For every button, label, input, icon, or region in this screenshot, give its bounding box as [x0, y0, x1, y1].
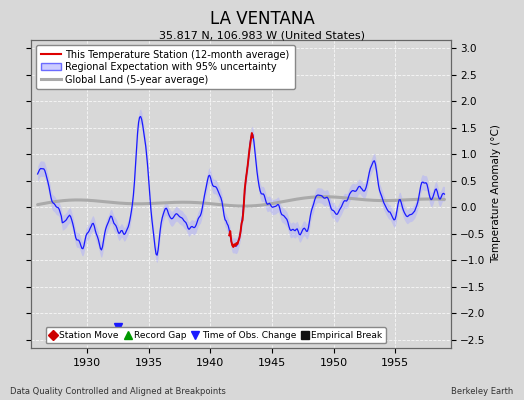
Legend: Station Move, Record Gap, Time of Obs. Change, Empirical Break: Station Move, Record Gap, Time of Obs. C…	[46, 327, 386, 344]
Text: 35.817 N, 106.983 W (United States): 35.817 N, 106.983 W (United States)	[159, 30, 365, 40]
Text: Berkeley Earth: Berkeley Earth	[451, 387, 514, 396]
Text: Data Quality Controlled and Aligned at Breakpoints: Data Quality Controlled and Aligned at B…	[10, 387, 226, 396]
Y-axis label: Temperature Anomaly (°C): Temperature Anomaly (°C)	[492, 124, 501, 264]
Text: LA VENTANA: LA VENTANA	[210, 10, 314, 28]
